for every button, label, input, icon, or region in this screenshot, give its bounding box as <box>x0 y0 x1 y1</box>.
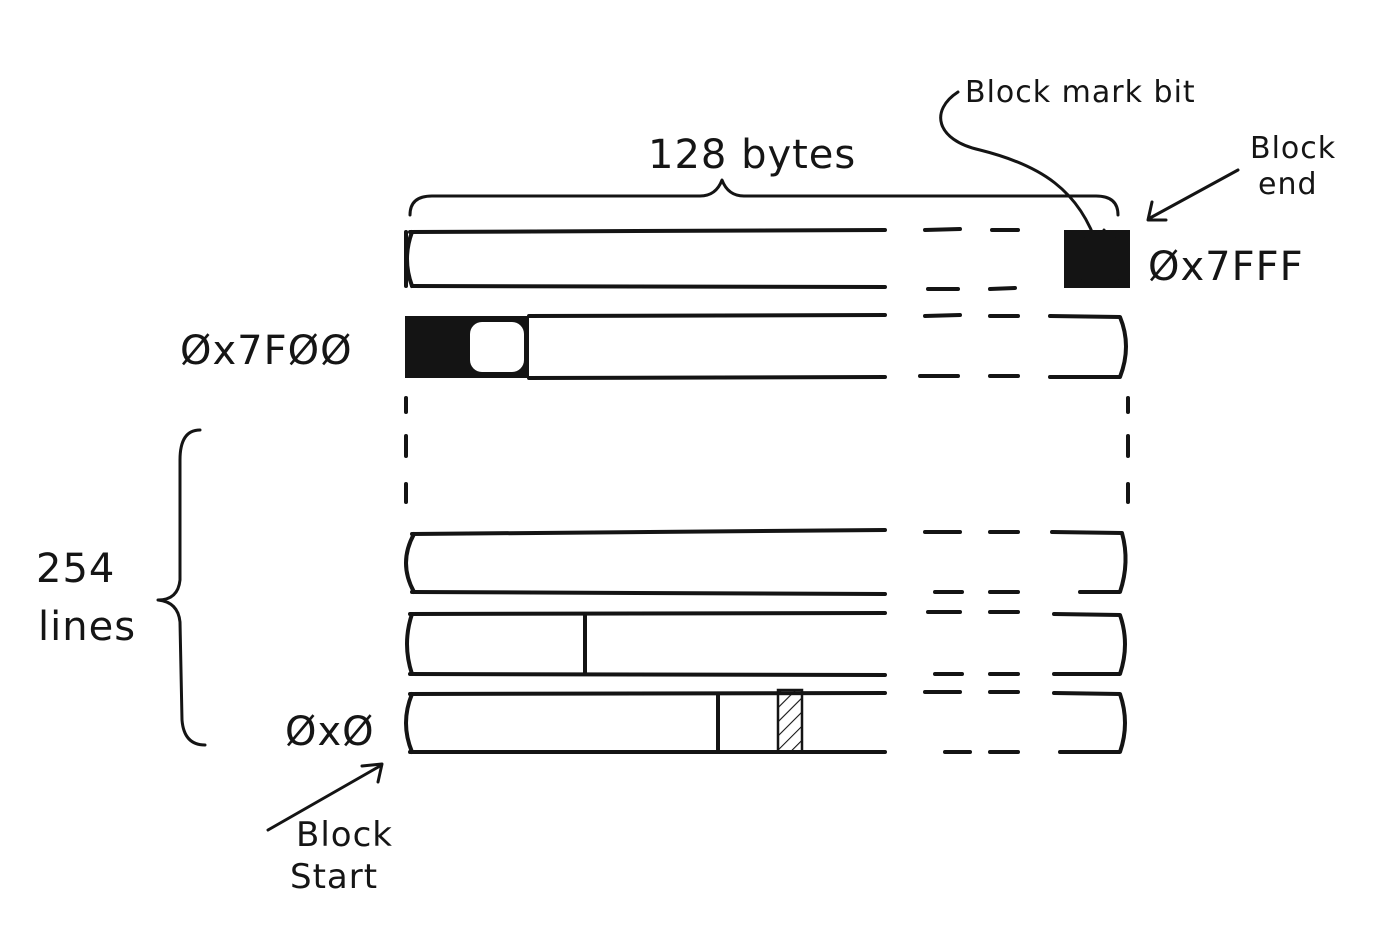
memory-line-3 <box>404 528 1128 596</box>
block-start-arrow <box>266 764 382 832</box>
lines-count-word: lines <box>38 604 136 650</box>
block-start-label-line2: Start <box>290 857 378 897</box>
block-end-label-line1: Block <box>1250 131 1336 166</box>
block-end-label-line2: end <box>1258 167 1318 202</box>
block-start-label-line1: Block <box>296 815 393 855</box>
block-mark-bit-arrow <box>939 90 1100 250</box>
memory-line-start <box>404 688 1127 754</box>
vertical-continuation-dashes <box>404 396 1130 504</box>
allocated-object-cell <box>776 688 804 754</box>
start-address-label: ØxØ <box>285 709 375 755</box>
block-end-arrowhead <box>1146 200 1168 222</box>
last-line-address-label: Øx7FØØ <box>180 328 353 374</box>
block-end-arrow <box>1148 168 1240 220</box>
memory-line-top <box>404 227 1130 291</box>
memory-line-7f00 <box>405 313 1128 380</box>
bytes-brace <box>408 178 1120 217</box>
lines-brace <box>156 428 207 747</box>
block-mark-bit-label: Block mark bit <box>965 75 1196 110</box>
lines-count-number: 254 <box>36 546 115 592</box>
end-address-label: Øx7FFF <box>1148 244 1304 290</box>
memory-line-4 <box>405 610 1127 677</box>
block-start-arrowhead <box>360 762 384 784</box>
bytes-per-line-label: 128 bytes <box>648 132 856 178</box>
